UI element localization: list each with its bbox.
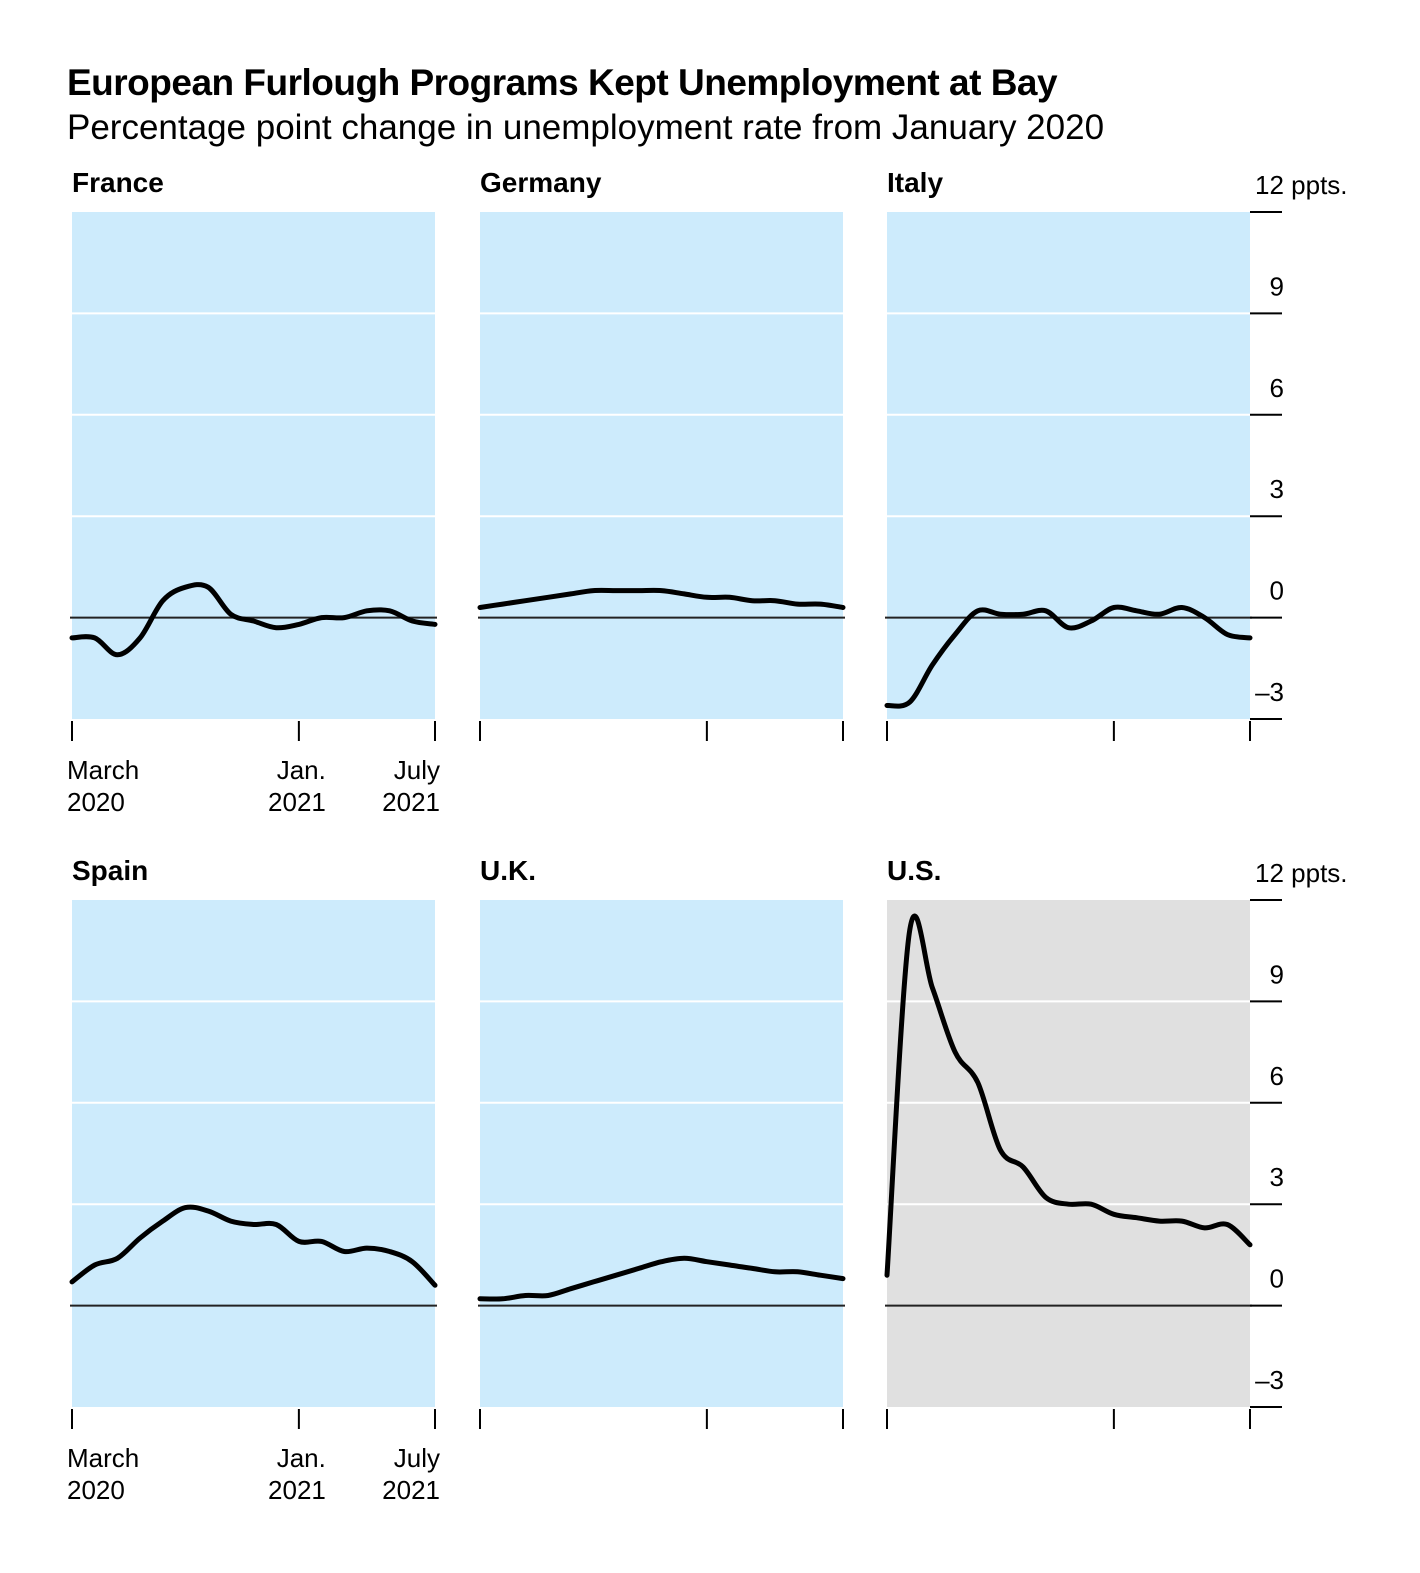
series-line-u-s [884, 913, 1253, 1278]
y-tick-label-u-s: 9 [1270, 959, 1284, 989]
y-tick-label-u-s: 6 [1270, 1061, 1284, 1091]
x-tick-label-france: 2020 [67, 787, 125, 817]
panel-title-germany: Germany [480, 167, 602, 198]
chart-subtitle: Percentage point change in unemployment … [67, 108, 1105, 147]
y-tick-label-italy: –3 [1255, 677, 1284, 707]
x-tick-label-france: 2021 [382, 787, 440, 817]
x-tick-label-france: July [394, 755, 440, 785]
x-tick-label-spain: March [67, 1443, 139, 1473]
y-tick-label-u-s: 3 [1270, 1162, 1284, 1192]
x-tick-label-france: 2021 [268, 787, 326, 817]
series-line-u-k [477, 1255, 846, 1302]
panel-background-germany [480, 212, 843, 719]
panel-background-italy [887, 212, 1250, 719]
x-tick-label-spain: 2020 [67, 1475, 125, 1505]
chart-title: European Furlough Programs Kept Unemploy… [67, 62, 1058, 103]
y-tick-label-u-s: –3 [1255, 1365, 1284, 1395]
series-line-italy [884, 604, 1253, 709]
y-tick-label-italy: 9 [1270, 271, 1284, 301]
y-tick-label-italy: 12 ppts. [1255, 170, 1348, 200]
panel-background-france [72, 212, 435, 719]
series-line-france [69, 582, 438, 658]
y-tick-label-italy: 3 [1270, 474, 1284, 504]
panel-title-u-s: U.S. [887, 855, 941, 886]
series-line-germany [477, 587, 846, 610]
x-tick-label-france: March [67, 755, 139, 785]
panel-background-u-s [887, 900, 1250, 1407]
panel-background-u-k [480, 900, 843, 1407]
x-tick-label-spain: 2021 [382, 1475, 440, 1505]
y-tick-label-italy: 6 [1270, 373, 1284, 403]
panel-background-spain [72, 900, 435, 1407]
panel-title-italy: Italy [887, 167, 943, 198]
x-tick-label-spain: Jan. [277, 1443, 326, 1473]
y-tick-label-u-s: 12 ppts. [1255, 858, 1348, 888]
panel-title-spain: Spain [72, 855, 148, 886]
x-tick-label-france: Jan. [277, 755, 326, 785]
series-line-spain [69, 1204, 438, 1288]
x-tick-label-spain: July [394, 1443, 440, 1473]
y-tick-label-u-s: 0 [1270, 1264, 1284, 1294]
panel-title-u-k: U.K. [480, 855, 536, 886]
panel-title-france: France [72, 167, 164, 198]
y-tick-label-italy: 0 [1270, 576, 1284, 606]
x-tick-label-spain: 2021 [268, 1475, 326, 1505]
